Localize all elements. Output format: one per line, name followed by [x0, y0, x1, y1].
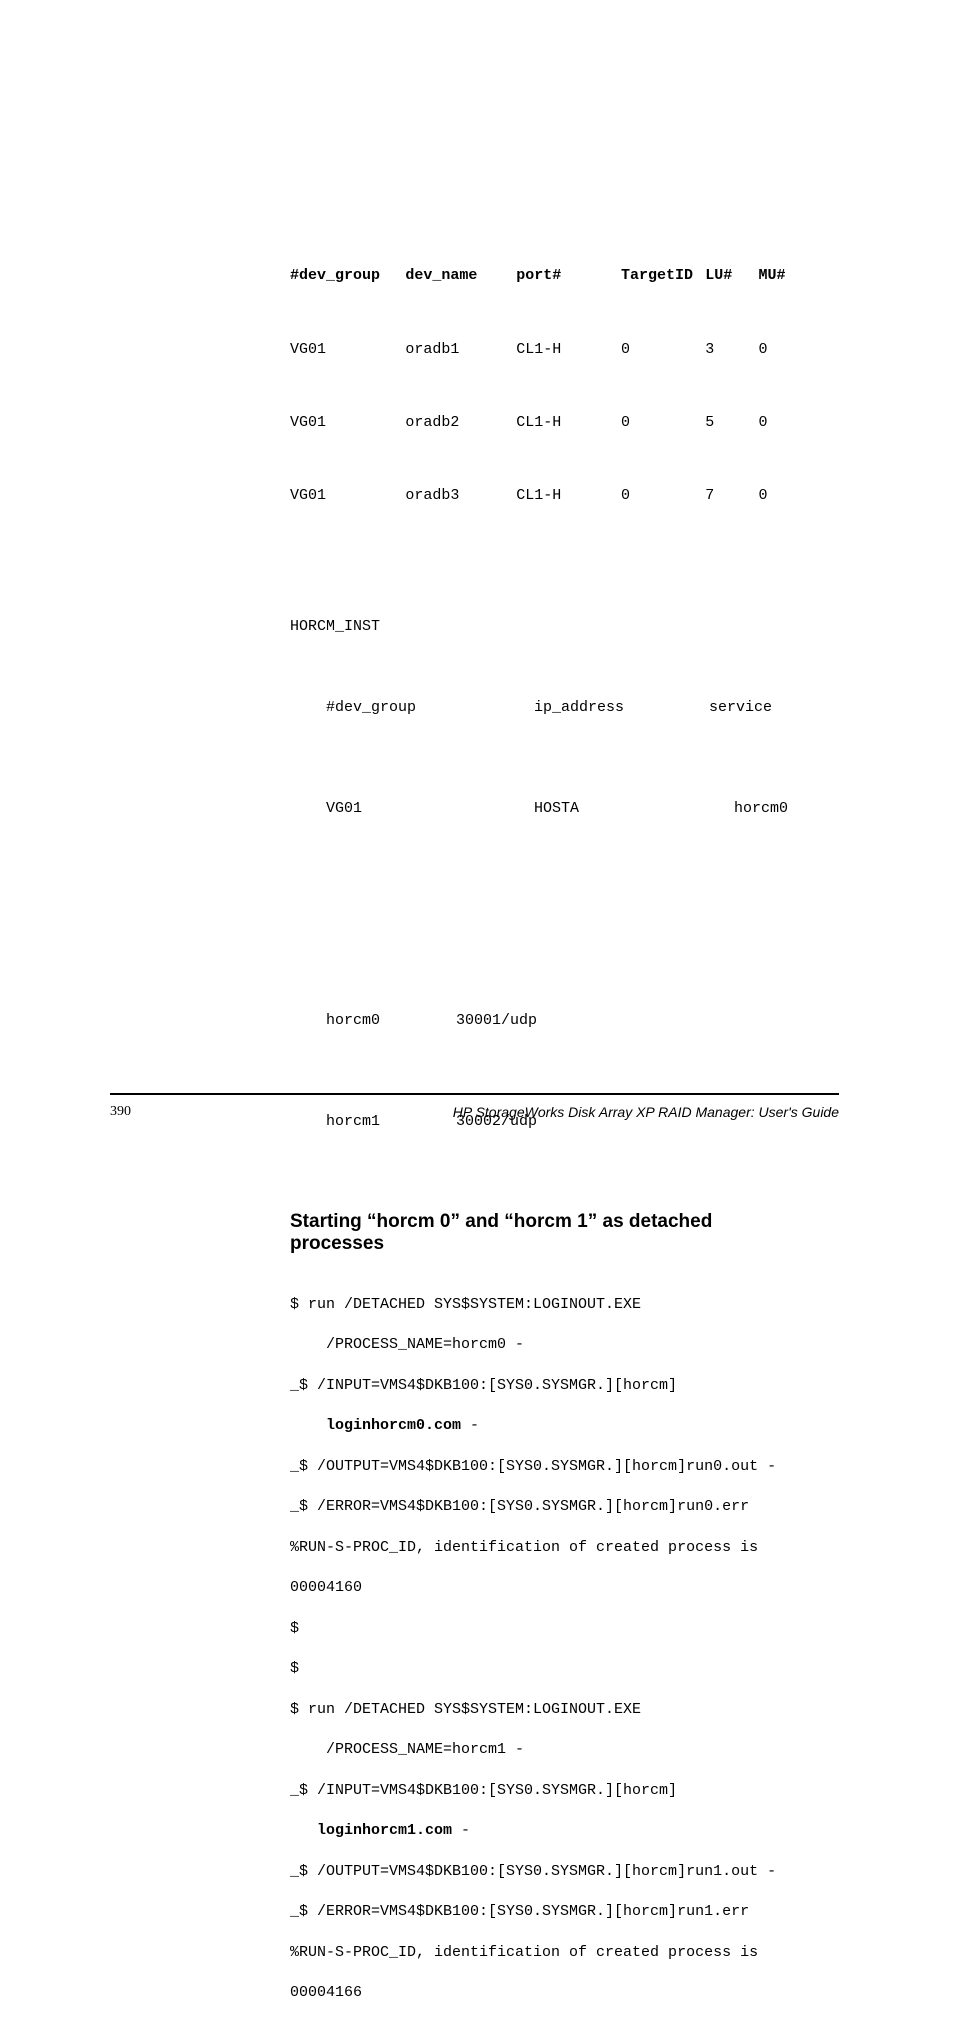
section-heading: Starting “horcm 0” and “horcm 1” as deta…	[290, 1211, 794, 1255]
table-row: VG01 oradb3 CL1-H 0 7 0	[290, 486, 794, 506]
header-dev-name: dev_name	[405, 266, 516, 286]
code-line: _$ /OUTPUT=VMS4$DKB100:[SYS0.SYSMGR.][ho…	[290, 1862, 794, 1882]
header-target: TargetID	[621, 266, 705, 286]
cell-dev-name: oradb1	[405, 340, 516, 360]
code-line: $ run /DETACHED SYS$SYSTEM:LOGINOUT.EXE	[290, 1700, 794, 1720]
horcm-inst-section: HORCM_INST #dev_groupip_addressservice V…	[290, 576, 794, 860]
inst-label: HORCM_INST	[290, 617, 794, 637]
cell-target: 0	[621, 413, 705, 433]
code-line: loginhorcm0.com -	[290, 1416, 794, 1436]
port-value: 30001/udp	[456, 1012, 537, 1029]
cell-port: CL1-H	[516, 340, 621, 360]
inst-hdr-ip: ip_address	[534, 698, 709, 718]
inst-val-service: horcm0	[734, 799, 788, 819]
cell-dev-group: VG01	[290, 340, 405, 360]
inst-hdr-devgroup: #dev_group	[326, 698, 534, 718]
header-lu: LU#	[705, 266, 758, 286]
code-line: $ run /DETACHED SYS$SYSTEM:LOGINOUT.EXE	[290, 1295, 794, 1315]
table-row: VG01 oradb1 CL1-H 0 3 0	[290, 340, 794, 360]
code-line: _$ /ERROR=VMS4$DKB100:[SYS0.SYSMGR.][hor…	[290, 1497, 794, 1517]
bold-filename: loginhorcm1.com	[317, 1822, 452, 1839]
device-table: #dev_group dev_name port# TargetID LU# M…	[290, 225, 794, 538]
cell-dev-name: oradb2	[405, 413, 516, 433]
port-name: horcm0	[326, 1011, 456, 1031]
page-footer: 390 HP StorageWorks Disk Array XP RAID M…	[110, 1093, 839, 1120]
inst-header: #dev_groupip_addressservice	[290, 678, 794, 739]
cell-lu: 5	[705, 413, 758, 433]
document-title: HP StorageWorks Disk Array XP RAID Manag…	[453, 1104, 839, 1120]
code-line: %RUN-S-PROC_ID, identification of create…	[290, 1538, 794, 1558]
header-dev-group: #dev_group	[290, 266, 405, 286]
code-block: $ run /DETACHED SYS$SYSTEM:LOGINOUT.EXE …	[290, 1275, 794, 2024]
cell-dev-name: oradb3	[405, 486, 516, 506]
code-line: _$ /ERROR=VMS4$DKB100:[SYS0.SYSMGR.][hor…	[290, 1902, 794, 1922]
cell-lu: 3	[705, 340, 758, 360]
code-line: $	[290, 1619, 794, 1639]
cell-target: 0	[621, 486, 705, 506]
cell-lu: 7	[705, 486, 758, 506]
table-header-row: #dev_group dev_name port# TargetID LU# M…	[290, 266, 794, 286]
cell-mu: 0	[759, 340, 795, 360]
header-mu: MU#	[759, 266, 795, 286]
cell-port: CL1-H	[516, 413, 621, 433]
code-line: loginhorcm1.com -	[290, 1821, 794, 1841]
code-line: _$ /INPUT=VMS4$DKB100:[SYS0.SYSMGR.][hor…	[290, 1781, 794, 1801]
code-line: /PROCESS_NAME=horcm1 -	[290, 1740, 794, 1760]
cell-target: 0	[621, 340, 705, 360]
code-line: 00004160	[290, 1578, 794, 1598]
code-line: %RUN-S-PROC_ID, identification of create…	[290, 1943, 794, 1963]
table-row: VG01 oradb2 CL1-H 0 5 0	[290, 413, 794, 433]
cell-dev-group: VG01	[290, 486, 405, 506]
port-row: horcm030001/udp	[290, 990, 794, 1051]
inst-val-devgroup: VG01	[326, 799, 534, 819]
cell-port: CL1-H	[516, 486, 621, 506]
code-line: _$ /INPUT=VMS4$DKB100:[SYS0.SYSMGR.][hor…	[290, 1376, 794, 1396]
inst-val-ip: HOSTA	[534, 799, 734, 819]
inst-hdr-service: service	[709, 698, 772, 718]
inst-value: VG01HOSTAhorcm0	[290, 779, 794, 840]
ports-section: horcm030001/udp horcm130002/udp	[290, 950, 794, 1173]
page-number: 390	[110, 1104, 131, 1120]
cell-mu: 0	[759, 486, 795, 506]
cell-dev-group: VG01	[290, 413, 405, 433]
cell-mu: 0	[759, 413, 795, 433]
code-line: 00004166	[290, 1983, 794, 2003]
code-line: _$ /OUTPUT=VMS4$DKB100:[SYS0.SYSMGR.][ho…	[290, 1457, 794, 1477]
footer-divider	[110, 1093, 839, 1095]
bold-filename: loginhorcm0.com	[326, 1417, 461, 1434]
code-line: $	[290, 1659, 794, 1679]
code-line: /PROCESS_NAME=horcm0 -	[290, 1335, 794, 1355]
header-port: port#	[516, 266, 621, 286]
